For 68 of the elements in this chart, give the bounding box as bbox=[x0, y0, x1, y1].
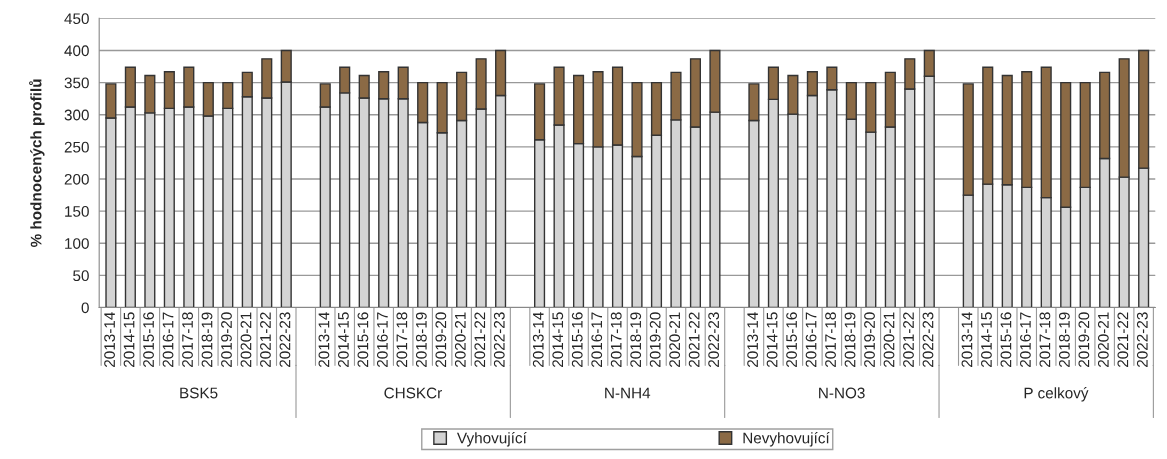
y-axis-title: % hodnocených profilů bbox=[29, 79, 45, 248]
y-tick-label: 150 bbox=[65, 206, 89, 217]
x-tick-label: 2013-14 bbox=[747, 312, 759, 367]
x-tick-label: 2019-20 bbox=[1078, 312, 1090, 367]
x-tick-label: 2020-21 bbox=[1097, 312, 1109, 367]
x-tick-label: 2018-19 bbox=[844, 312, 856, 367]
x-tick-label: 2019-20 bbox=[435, 312, 447, 367]
text: P celkový bbox=[1024, 387, 1089, 402]
y-tick-label: 250 bbox=[64, 141, 89, 153]
text: CHSKCr bbox=[384, 387, 442, 399]
x-tick-label: 2014-15 bbox=[766, 312, 778, 367]
legend-label: Vyhovující bbox=[456, 432, 527, 447]
x-tick-label: 2017-18 bbox=[825, 312, 836, 367]
x-tick-label: 2013-14 bbox=[318, 312, 330, 367]
x-tick-label: 2021-22 bbox=[1117, 312, 1129, 367]
text: N-NO3 bbox=[819, 387, 865, 399]
y-tick-label: 100 bbox=[65, 238, 89, 249]
text: BSK5 bbox=[180, 387, 218, 399]
x-tick-label: 2019-20 bbox=[864, 312, 875, 367]
y-tick-label: 300 bbox=[64, 109, 89, 121]
x-tick-label: 2014-15 bbox=[123, 312, 135, 367]
y-tick-label: 450 bbox=[64, 13, 89, 25]
x-tick-label: 2019-20 bbox=[649, 312, 661, 367]
x-tick-label: 2022-23 bbox=[922, 312, 934, 367]
x-tick-label: 2016-17 bbox=[162, 312, 174, 367]
x-tick-label: 2013-14 bbox=[532, 312, 544, 367]
x-tick-label: 2020-21 bbox=[454, 312, 466, 367]
x-tick-label: 2014-15 bbox=[338, 312, 349, 367]
y-tick-label: 350 bbox=[64, 77, 89, 89]
x-tick-label: 2021-22 bbox=[260, 312, 271, 367]
x-tick-label: 2015-16 bbox=[571, 312, 583, 367]
x-tick-label: 2016-17 bbox=[805, 312, 817, 367]
x-tick-label: 2020-21 bbox=[669, 312, 681, 367]
x-tick-label: 2017-18 bbox=[1039, 312, 1051, 367]
x-tick-label: 2022-23 bbox=[1136, 312, 1148, 367]
x-tick-label: 2020-21 bbox=[240, 312, 252, 367]
x-tick-label: 2022-23 bbox=[279, 312, 291, 367]
text: N-NH4 bbox=[605, 387, 651, 399]
x-tick-label: 2020-21 bbox=[883, 312, 895, 367]
x-tick-label: 2016-17 bbox=[591, 312, 603, 367]
x-tick-label: 2021-22 bbox=[474, 312, 486, 367]
x-tick-label: 2018-19 bbox=[415, 312, 427, 367]
x-tick-label: 2017-18 bbox=[610, 312, 622, 367]
x-tick-label: 2016-17 bbox=[376, 312, 388, 367]
y-tick-label: 200 bbox=[64, 173, 89, 185]
x-tick-label: 2018-19 bbox=[1058, 312, 1070, 367]
x-tick-label: 2013-14 bbox=[104, 312, 115, 367]
y-tick-label: 400 bbox=[64, 45, 89, 57]
x-tick-label: 2014-15 bbox=[552, 312, 564, 367]
x-tick-label: 2015-16 bbox=[1000, 312, 1012, 367]
x-tick-label: 2021-22 bbox=[903, 312, 914, 367]
x-tick-label: 2014-15 bbox=[981, 312, 992, 367]
x-tick-label: 2022-23 bbox=[708, 312, 720, 367]
legend-label: Nevyhovující bbox=[743, 432, 830, 447]
y-tick-label: 0 bbox=[81, 302, 89, 314]
y-tick-label: 50 bbox=[73, 270, 89, 282]
x-tick-label: 2015-16 bbox=[357, 312, 369, 367]
x-tick-label: 2017-18 bbox=[182, 312, 193, 367]
x-tick-label: 2022-23 bbox=[493, 312, 505, 367]
x-tick-label: 2015-16 bbox=[143, 312, 154, 367]
x-tick-label: 2018-19 bbox=[201, 312, 213, 367]
x-tick-label: 2019-20 bbox=[221, 312, 232, 367]
x-tick-label: 2016-17 bbox=[1020, 312, 1031, 367]
x-tick-label: 2015-16 bbox=[786, 312, 797, 367]
x-tick-label: 2018-19 bbox=[630, 312, 642, 367]
x-tick-label: 2013-14 bbox=[961, 312, 973, 367]
x-tick-label: 2021-22 bbox=[688, 312, 700, 367]
x-tick-label: 2017-18 bbox=[396, 312, 408, 367]
